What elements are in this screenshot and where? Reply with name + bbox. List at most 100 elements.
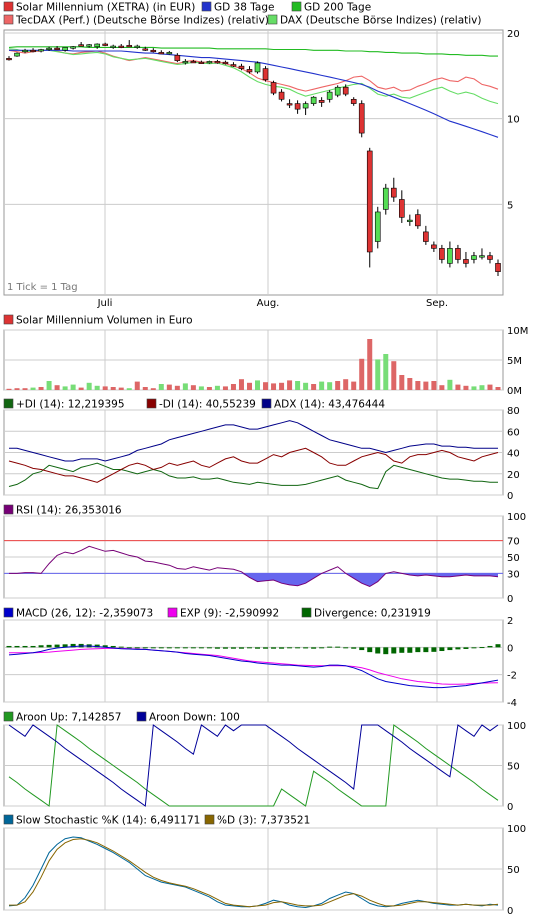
dmi-minus_di-line (8, 447, 499, 483)
macd-legend-swatch (3, 607, 14, 618)
macd-divergence-bar (190, 647, 196, 649)
volume-y-tick-label: 5M (507, 356, 522, 367)
volume-bar (255, 380, 261, 390)
candle-body (382, 187, 389, 210)
stochastic-y-tick-label: 50 (507, 865, 520, 876)
macd-legend-label: EXP (9): -2,590992 (180, 608, 279, 620)
candle-body (342, 86, 349, 95)
price-gd200-line (8, 46, 498, 57)
volume-bar (6, 388, 12, 390)
volume-bar (238, 379, 244, 390)
macd-panel: MACD (26, 12): -2,359073 EXP (9): -2,5909… (3, 607, 517, 709)
macd-divergence-bar (383, 647, 389, 655)
volume-bar (295, 381, 301, 390)
volume-bar (14, 388, 20, 390)
macd-exp-line (9, 647, 499, 685)
dmi-y-tick-label: 20 (507, 470, 520, 481)
volume-bar (463, 385, 469, 390)
dmi-y-tick-label: 80 (507, 406, 520, 417)
macd-divergence-bar (423, 647, 429, 653)
macd-divergence-bar (38, 645, 44, 648)
volume-bar (279, 382, 285, 390)
candle-body (254, 62, 261, 73)
volume-bar (206, 387, 212, 390)
dmi-y-tick-label: 0 (507, 491, 513, 502)
volume-bar (367, 339, 373, 390)
macd-y-tick-label: -4 (507, 698, 517, 709)
macd-divergence-bar (399, 647, 405, 653)
macd-divergence-bar (166, 647, 172, 649)
macd-divergence-bar (54, 644, 60, 648)
volume-bar (110, 387, 116, 390)
macd-divergence-bar (62, 644, 68, 648)
candle-body (310, 96, 317, 104)
aroon-y-tick-label: 50 (507, 762, 520, 773)
dmi-adx-line (9, 420, 498, 462)
candle-body (78, 44, 84, 47)
dmi-legend-label: -DI (14): 40,55239 (159, 399, 256, 411)
aroon-aroon_up-line (8, 724, 499, 807)
volume-bar (230, 384, 236, 390)
macd-divergence-bar (415, 647, 421, 653)
volume-bar (246, 382, 252, 390)
price-legend-label: GD 200 Tage (304, 2, 371, 14)
aroon-legend-swatch (3, 711, 14, 722)
volume-panel: Solar Millennium Volumen in Euro 10M 5M 0M (3, 314, 528, 397)
volume-bar (46, 381, 52, 390)
price-y-tick-label: 5 (507, 200, 513, 211)
macd-legend-label: Divergence: 0,231919 (314, 608, 431, 620)
candle-body (495, 263, 501, 272)
dmi-legend-swatch (146, 398, 157, 409)
macd-divergence-bar (351, 647, 357, 649)
candle-body (302, 103, 309, 109)
price-legend-swatch (291, 1, 302, 12)
candle-body (278, 91, 285, 100)
macd-y-tick-label: 0 (507, 643, 513, 654)
candle-body (206, 61, 213, 64)
price-legend-swatch (201, 1, 212, 12)
volume-bar (439, 385, 445, 390)
stochastic-legend-swatch (204, 814, 215, 825)
stochastic-y-tick-label: 100 (507, 824, 526, 835)
candle-body (134, 45, 141, 48)
macd-legend-swatch (301, 607, 312, 618)
volume-bar (303, 382, 309, 390)
dmi-legend-label: ADX (14): 43,476444 (274, 399, 385, 411)
macd-divergence-bar (14, 645, 20, 648)
candle-body (150, 49, 157, 53)
candle-body (190, 61, 197, 64)
candle-body (238, 65, 245, 69)
candle-body (30, 49, 36, 53)
macd-legend-label: MACD (26, 12): -2,359073 (16, 608, 153, 620)
stochastic-legend-label: Slow Stochastic %K (14): 6,491171 (16, 815, 200, 827)
candle-body (142, 48, 149, 51)
macd-divergence-bar (471, 647, 477, 649)
candle-body (270, 82, 277, 94)
dmi-legend-label: +DI (14): 12,219395 (16, 399, 125, 411)
volume-bar (190, 385, 196, 390)
price-frame (3, 29, 504, 296)
aroon-y-tick-label: 0 (507, 802, 513, 813)
stochastic-stoch_d-line (9, 838, 499, 908)
candle-body (86, 44, 92, 47)
candle-body (479, 255, 485, 258)
price-legend-label: GD 38 Tage (214, 2, 275, 14)
volume-bar (383, 354, 389, 390)
price-dax-line (8, 48, 499, 105)
volume-bar (198, 386, 204, 390)
volume-legend-swatch (3, 314, 14, 325)
stochastic-legend-label: %D (3): 7,373521 (217, 815, 310, 827)
volume-bar (182, 383, 188, 390)
candle-body (94, 43, 100, 48)
candle-body (70, 46, 76, 49)
candle-body (54, 47, 60, 50)
macd-divergence-bar (391, 647, 397, 654)
candle-body (463, 259, 469, 264)
candle-body (158, 52, 165, 55)
candle-body (390, 187, 397, 198)
aroon-legend-label: Aroon Up: 7,142857 (16, 712, 121, 724)
volume-bar (62, 386, 68, 390)
volume-bar (158, 384, 164, 390)
macd-divergence-bar (447, 647, 453, 651)
price-legend-swatch (267, 14, 278, 25)
